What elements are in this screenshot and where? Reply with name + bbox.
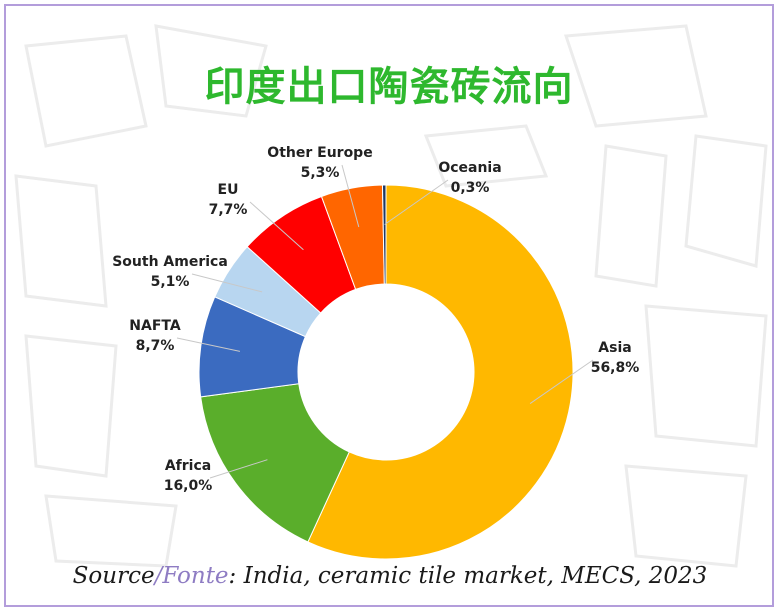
source-note: Source/Fonte: India, ceramic tile market… xyxy=(0,563,780,589)
slice-value-oceania: 0,3% xyxy=(451,180,490,196)
slice-asia xyxy=(307,184,574,560)
chart-title: 印度出口陶瓷砖流向 xyxy=(204,64,574,110)
source-slash: / xyxy=(154,563,163,589)
leader-line-oceania xyxy=(384,179,449,225)
leader-line-africa xyxy=(209,459,268,479)
slice-africa xyxy=(200,383,350,543)
background-pattern xyxy=(14,24,768,568)
leader-line-asia xyxy=(529,359,594,404)
slice-value-other-europe: 5,3% xyxy=(301,165,340,181)
slice-name-south-america: South America xyxy=(112,254,228,270)
source-rest: : India, ceramic tile market, MECS, 2023 xyxy=(228,563,708,589)
slice-value-asia: 56,8% xyxy=(591,360,640,376)
leader-line-south-america xyxy=(191,273,263,293)
slice-name-other-europe: Other Europe xyxy=(267,145,372,161)
slice-value-south-america: 5,1% xyxy=(151,274,190,290)
leader-line-other-europe xyxy=(341,164,360,228)
slice-oceania xyxy=(381,184,387,285)
source-prefix: Source xyxy=(72,563,155,589)
slice-value-eu: 7,7% xyxy=(209,202,248,218)
leader-line-eu xyxy=(249,201,304,251)
slice-name-oceania: Oceania xyxy=(438,160,501,176)
slice-value-africa: 16,0% xyxy=(164,478,213,494)
source-accent: Fonte xyxy=(162,563,229,589)
leader-line-nafta xyxy=(176,337,241,352)
slice-name-asia: Asia xyxy=(598,340,631,356)
slice-value-nafta: 8,7% xyxy=(136,338,175,354)
slice-name-nafta: NAFTA xyxy=(129,318,181,334)
slice-name-africa: Africa xyxy=(165,458,211,474)
slice-name-eu: EU xyxy=(218,182,239,198)
